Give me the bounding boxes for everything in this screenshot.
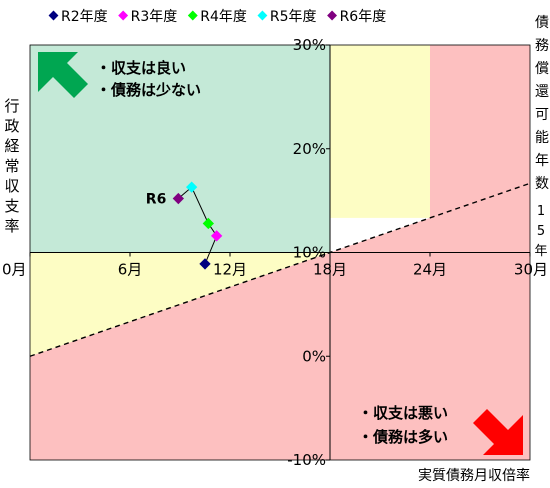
data-point (211, 230, 223, 242)
y-axis-title: 収 (4, 177, 19, 195)
x-tick-label: 0月 (2, 261, 27, 279)
y-axis-title: 行 (4, 97, 19, 115)
bad-zone-note: ・債務は多い (358, 428, 448, 446)
legend-marker (118, 10, 129, 21)
zone-caution-right (330, 45, 430, 218)
right-axis-title: 債 (535, 15, 549, 31)
y-axis-title: 率 (4, 217, 19, 235)
data-point (172, 192, 184, 205)
y-axis-title: 経 (4, 137, 19, 155)
y-tick-label: 20% (293, 140, 326, 158)
right-axis-title: 年 (535, 153, 549, 169)
x-tick-label: 24月 (413, 261, 447, 279)
y-axis-title: 政 (4, 117, 19, 135)
legend-marker (327, 10, 338, 21)
data-point (202, 217, 214, 230)
good-zone-note: ・収支は良い (96, 59, 186, 77)
x-tick-label: 12月 (213, 261, 247, 279)
threshold-label: 5 (537, 224, 545, 239)
threshold-label: 年 (534, 244, 547, 259)
y-tick-label: -10% (287, 451, 326, 469)
legend-marker (257, 10, 268, 21)
right-axis-title: 務 (535, 38, 549, 54)
x-tick-label: 6月 (118, 261, 143, 279)
x-tick-label: 30月 (514, 261, 548, 279)
point-label: R6 (146, 192, 167, 208)
bad-arrow-icon (473, 409, 523, 455)
bad-zone-note: ・収支は悪い (358, 404, 448, 422)
right-axis-title: 可 (535, 107, 549, 123)
threshold-line (29, 182, 531, 357)
legend-marker (48, 10, 59, 21)
right-axis-title: 能 (535, 130, 549, 146)
right-axis-title: 償 (535, 61, 549, 77)
zone-bad-left (30, 252, 330, 460)
data-point (199, 258, 211, 270)
threshold-label: 1 (537, 204, 545, 219)
y-axis-title: 支 (4, 197, 19, 215)
x-axis-title: 実質債務月収倍率 (418, 467, 530, 484)
y-tick-label: 10% (293, 244, 326, 262)
legend-label: R6年度 (340, 9, 387, 25)
y-tick-label: 0% (302, 347, 326, 365)
legend-label: R5年度 (270, 9, 317, 25)
legend-label: R3年度 (131, 9, 178, 25)
good-zone-note: ・債務は少ない (96, 81, 201, 99)
legend-label: R4年度 (200, 9, 247, 25)
legend-marker (187, 10, 198, 21)
right-axis-title: 数 (535, 176, 549, 192)
y-tick-label: 30% (293, 36, 326, 54)
legend-label: R2年度 (61, 9, 108, 25)
data-point (186, 181, 198, 193)
good-arrow-icon (38, 52, 88, 98)
x-tick-label: 18月 (313, 261, 347, 279)
y-axis-title: 常 (4, 157, 19, 175)
right-axis-title: 還 (535, 84, 549, 100)
